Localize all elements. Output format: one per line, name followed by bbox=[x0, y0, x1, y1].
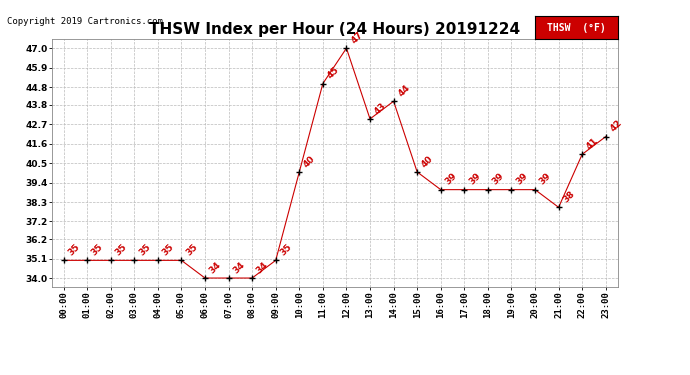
Text: 35: 35 bbox=[90, 242, 105, 258]
Text: 39: 39 bbox=[538, 172, 553, 187]
Text: 34: 34 bbox=[231, 260, 246, 275]
Text: 41: 41 bbox=[585, 136, 600, 152]
Text: 39: 39 bbox=[444, 172, 459, 187]
Text: 35: 35 bbox=[137, 242, 152, 258]
Text: 40: 40 bbox=[302, 154, 317, 169]
Text: 40: 40 bbox=[420, 154, 435, 169]
Text: 34: 34 bbox=[255, 260, 270, 275]
Text: 39: 39 bbox=[467, 172, 482, 187]
Text: 35: 35 bbox=[66, 242, 81, 258]
Text: Copyright 2019 Cartronics.com: Copyright 2019 Cartronics.com bbox=[7, 17, 163, 26]
Text: 34: 34 bbox=[208, 260, 223, 275]
Text: 42: 42 bbox=[609, 118, 624, 134]
Text: 35: 35 bbox=[184, 242, 199, 258]
Title: THSW Index per Hour (24 Hours) 20191224: THSW Index per Hour (24 Hours) 20191224 bbox=[149, 22, 520, 37]
Text: 45: 45 bbox=[326, 66, 341, 81]
Text: 39: 39 bbox=[514, 172, 529, 187]
Text: 44: 44 bbox=[396, 83, 412, 99]
Text: 38: 38 bbox=[562, 189, 577, 204]
Text: THSW  (°F): THSW (°F) bbox=[546, 23, 606, 33]
Text: 35: 35 bbox=[279, 242, 294, 258]
Text: 47: 47 bbox=[349, 30, 364, 45]
Text: 35: 35 bbox=[161, 242, 176, 258]
Text: 43: 43 bbox=[373, 101, 388, 116]
Text: 39: 39 bbox=[491, 172, 506, 187]
Text: 35: 35 bbox=[113, 242, 128, 258]
